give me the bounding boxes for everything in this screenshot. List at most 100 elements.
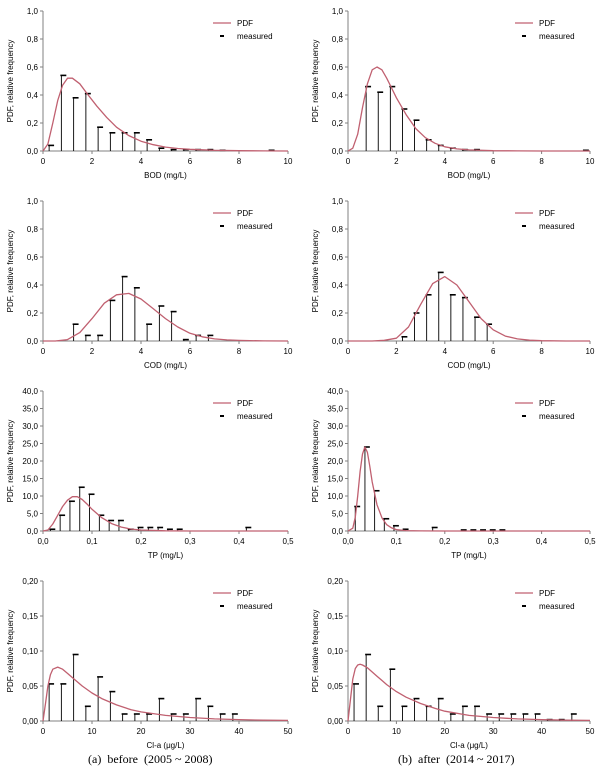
y-tick-label: 25,0 <box>22 440 38 449</box>
y-tick-label: 0,8 <box>332 225 344 234</box>
x-tick-label: 2 <box>90 157 95 166</box>
pdf-curve <box>42 77 289 152</box>
y-tick-label: 0,0 <box>332 147 344 156</box>
x-tick-label: 50 <box>586 727 595 736</box>
y-tick-label: 5,0 <box>27 510 39 519</box>
y-axis-label: PDF, relative frequency <box>311 420 320 503</box>
x-axis-label: TP (mg/L) <box>451 551 487 560</box>
x-axis-label: Cl-a (μg/L) <box>450 741 488 750</box>
y-tick-label: 0,20 <box>327 577 343 586</box>
x-tick-label: 0 <box>346 347 351 356</box>
x-tick-label: 4 <box>443 347 448 356</box>
y-tick-label: 0,6 <box>27 63 39 72</box>
pdf-curve <box>347 663 591 722</box>
y-tick-label: 0,4 <box>332 91 344 100</box>
y-tick-label: 15,0 <box>327 475 343 484</box>
y-axis-label: PDF, relative frequency <box>6 40 15 123</box>
y-tick-label: 0,8 <box>332 35 344 44</box>
y-axis-label: PDF, relative frequency <box>311 610 320 693</box>
y-tick-label: 0,4 <box>332 281 344 290</box>
pdf-curve <box>347 446 590 532</box>
x-tick-label: 0 <box>346 727 351 736</box>
x-tick-label: 6 <box>491 347 496 356</box>
x-tick-label: 6 <box>188 347 193 356</box>
x-tick-label: 0,0 <box>37 537 49 546</box>
y-axis-label: PDF, relative frequency <box>6 610 15 693</box>
y-tick-label: 0,05 <box>327 682 343 691</box>
x-tick-label: 10 <box>284 157 293 166</box>
x-tick-label: 0,1 <box>391 537 403 546</box>
y-tick-label: 10,0 <box>22 492 38 501</box>
legend-measured-label: measured <box>539 222 575 231</box>
x-tick-label: 8 <box>539 347 544 356</box>
x-tick-label: 20 <box>137 727 146 736</box>
legend-measured-label: measured <box>237 412 273 421</box>
x-axis-label: TP (mg/L) <box>148 551 184 560</box>
y-tick-label: 0,05 <box>22 682 38 691</box>
chart-panel-cod-after: 0,0 0,2 0,4 0,6 0,8 1,0 0 2 4 6 8 10 COD (mg/L) PDF, … <box>311 197 595 370</box>
y-tick-label: 0,0 <box>332 527 344 536</box>
x-tick-label: 6 <box>188 157 193 166</box>
y-tick-label: 20,0 <box>22 457 38 466</box>
legend-pdf-label: PDF <box>237 209 253 218</box>
x-tick-label: 4 <box>443 157 448 166</box>
y-tick-label: 0,4 <box>27 281 39 290</box>
x-axis-label: BOD (mg/L) <box>448 171 491 180</box>
chart-panel-cod-before: 0,0 0,2 0,4 0,6 0,8 1,0 0 2 4 6 8 10 COD (mg/L) PDF, … <box>6 197 293 370</box>
x-tick-label: 0 <box>41 727 46 736</box>
y-tick-label: 0,20 <box>22 577 38 586</box>
x-tick-label: 0,4 <box>233 537 245 546</box>
pdf-curve <box>42 496 288 532</box>
y-tick-label: 0,0 <box>27 147 39 156</box>
x-tick-label: 0 <box>41 157 46 166</box>
legend-pdf-label: PDF <box>237 589 253 598</box>
legend-pdf-label: PDF <box>539 589 555 598</box>
y-tick-label: 0,8 <box>27 225 39 234</box>
chart-panel-bod-before: 0,0 0,2 0,4 0,6 0,8 1,0 0 2 4 6 8 10 BOD (mg/L) PDF, … <box>6 7 293 180</box>
y-tick-label: 0,2 <box>332 309 344 318</box>
x-tick-label: 4 <box>139 347 144 356</box>
x-tick-label: 10 <box>586 157 595 166</box>
chart-panel-chla-after: 0,00 0,05 0,10 0,15 0,20 0 10 20 30 40 50 Cl-a (μg/… <box>311 577 595 750</box>
y-tick-label: 0,8 <box>27 35 39 44</box>
y-tick-label: 35,0 <box>327 405 343 414</box>
x-tick-label: 30 <box>489 727 498 736</box>
chart-panel-chla-before: 0,00 0,05 0,10 0,15 0,20 0 10 20 30 40 50 Cl-a (μg/… <box>6 577 293 750</box>
y-tick-label: 1,0 <box>332 197 344 206</box>
y-tick-label: 0,6 <box>332 253 344 262</box>
x-tick-label: 40 <box>235 727 244 736</box>
x-tick-label: 2 <box>394 347 399 356</box>
x-tick-label: 10 <box>586 347 595 356</box>
legend-measured-label: measured <box>237 32 273 41</box>
y-tick-label: 0,0 <box>27 527 39 536</box>
y-tick-label: 0,2 <box>332 119 344 128</box>
x-tick-label: 0,3 <box>488 537 500 546</box>
x-tick-label: 2 <box>90 347 95 356</box>
x-tick-label: 8 <box>237 157 242 166</box>
legend-pdf-label: PDF <box>237 19 253 28</box>
x-tick-label: 8 <box>539 157 544 166</box>
legend-measured-label: measured <box>539 412 575 421</box>
pdf-curve <box>42 666 289 722</box>
x-tick-label: 2 <box>394 157 399 166</box>
y-tick-label: 0,10 <box>22 647 38 656</box>
y-tick-label: 0,15 <box>327 612 343 621</box>
y-tick-label: 40,0 <box>327 387 343 396</box>
y-tick-label: 0,2 <box>27 309 39 318</box>
x-tick-label: 0,4 <box>536 537 548 546</box>
y-axis-label: PDF, relative frequency <box>311 40 320 123</box>
y-tick-label: 30,0 <box>22 422 38 431</box>
y-tick-label: 0,15 <box>22 612 38 621</box>
x-tick-label: 20 <box>440 727 449 736</box>
x-tick-label: 10 <box>284 347 293 356</box>
x-tick-label: 0 <box>41 347 46 356</box>
x-axis-label: COD (mg/L) <box>144 361 187 370</box>
y-tick-label: 25,0 <box>327 440 343 449</box>
x-tick-label: 8 <box>237 347 242 356</box>
y-axis-label: PDF, relative frequency <box>6 230 15 313</box>
y-tick-label: 5,0 <box>332 510 344 519</box>
y-tick-label: 0,10 <box>327 647 343 656</box>
chart-panel-tp-after: 0,0 5,0 10,0 15,0 20,0 25,0 30,0 35,0 40,0 0,0 0,1… <box>311 387 596 560</box>
x-tick-label: 0,2 <box>439 537 451 546</box>
